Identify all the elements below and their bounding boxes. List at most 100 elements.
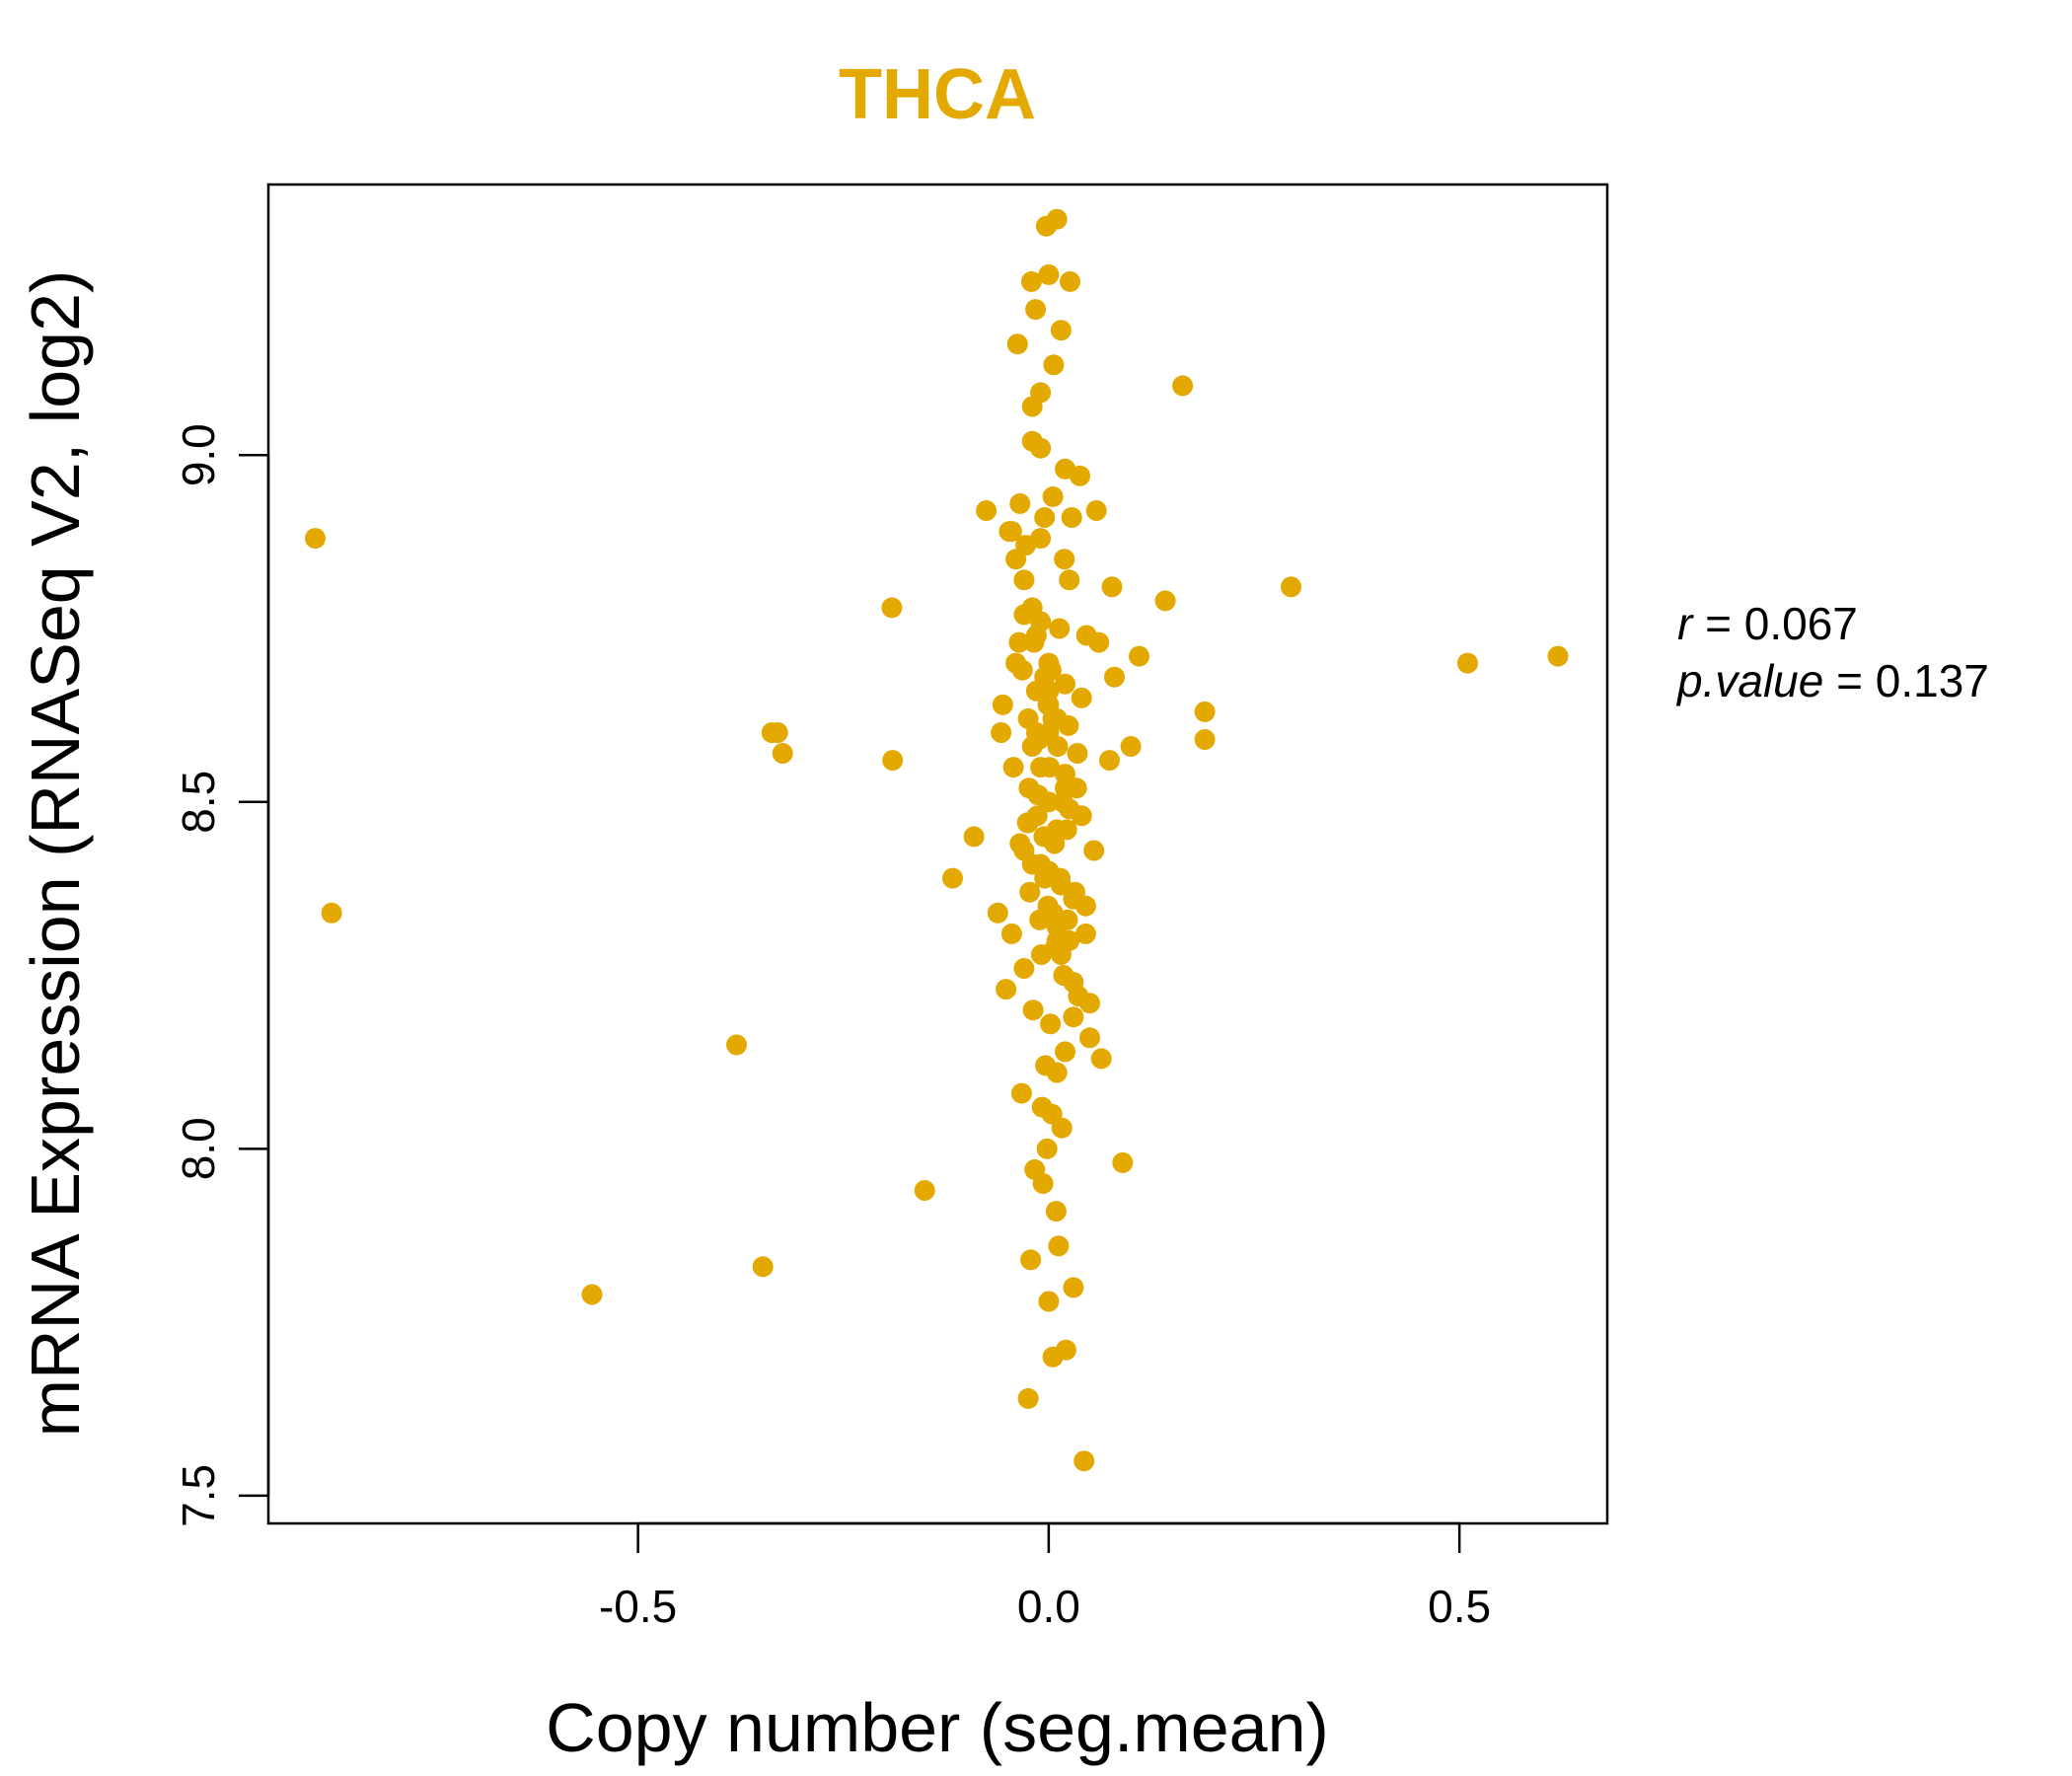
data-point (1055, 1041, 1075, 1063)
data-point (1172, 375, 1194, 397)
data-point (1060, 270, 1080, 292)
data-point (1104, 666, 1125, 688)
data-point (1030, 528, 1052, 550)
data-point (1083, 840, 1105, 861)
y-axis: 7.5 8.0 8.5 9.0 (173, 423, 270, 1527)
data-point (1049, 618, 1071, 639)
data-point (1046, 819, 1068, 841)
data-point (1059, 798, 1080, 820)
data-point (1019, 881, 1041, 903)
data-point (1045, 1201, 1067, 1222)
data-point (1020, 1249, 1042, 1271)
data-point (1055, 673, 1075, 695)
data-point (305, 528, 326, 550)
data-point (1055, 764, 1075, 785)
data-point (1054, 549, 1075, 570)
data-points (305, 208, 1569, 1472)
data-point (992, 694, 1013, 715)
r-stat: r = 0.067 (1677, 598, 1858, 649)
data-point (1017, 812, 1039, 834)
data-point (1194, 729, 1216, 750)
data-point (1025, 299, 1047, 321)
data-point (914, 1180, 935, 1201)
data-point (1059, 569, 1080, 591)
data-point (1046, 1062, 1068, 1083)
y-tick-label: 7.5 (173, 1464, 224, 1527)
x-tick-label: 0.5 (1428, 1581, 1491, 1632)
data-point (1055, 1339, 1076, 1361)
data-point (1038, 694, 1060, 715)
data-point (1009, 833, 1031, 854)
data-point (1120, 736, 1142, 757)
y-tick-label: 8.0 (173, 1117, 224, 1180)
data-point (767, 722, 788, 743)
data-point (1006, 333, 1028, 355)
x-axis: -0.5 0.0 0.5 (599, 1521, 1491, 1632)
x-tick-label: -0.5 (599, 1581, 677, 1632)
chart-title: THCA (839, 55, 1036, 134)
data-point (1021, 396, 1043, 417)
data-point (1038, 791, 1060, 813)
data-point (1061, 507, 1082, 528)
data-point (1038, 860, 1060, 882)
data-point (1063, 972, 1084, 994)
data-point (1090, 1048, 1112, 1070)
data-point (1036, 1138, 1058, 1159)
p-stat: p.value = 0.137 (1675, 655, 1989, 706)
data-point (1101, 576, 1123, 598)
data-point (1030, 757, 1052, 778)
data-point (1025, 625, 1047, 646)
data-point (1013, 958, 1035, 979)
data-point (1050, 874, 1072, 896)
data-point (772, 743, 793, 764)
data-point (1048, 1235, 1070, 1257)
data-point (1042, 902, 1064, 924)
data-point (1009, 492, 1031, 514)
data-point (1074, 923, 1096, 944)
data-point (1040, 1013, 1062, 1035)
data-point (1013, 569, 1035, 591)
data-point (1000, 521, 1022, 543)
data-point (1034, 507, 1056, 528)
data-point (1038, 263, 1060, 285)
data-point (1154, 590, 1176, 612)
data-point (882, 750, 904, 772)
data-point (1032, 1173, 1054, 1194)
data-point (1063, 1277, 1084, 1298)
data-point (1067, 743, 1088, 764)
x-axis-label: Copy number (seg.mean) (546, 1689, 1329, 1766)
data-point (1281, 576, 1301, 598)
data-point (1013, 604, 1035, 626)
data-point (1058, 714, 1079, 736)
r-value: 0.067 (1744, 598, 1858, 649)
data-point (976, 500, 998, 521)
data-point (1194, 701, 1216, 722)
data-point (726, 1034, 747, 1056)
data-point (942, 867, 963, 889)
data-point (1079, 993, 1100, 1014)
data-point (996, 979, 1017, 1000)
data-point (1074, 895, 1096, 917)
data-point (1025, 722, 1047, 743)
y-axis-label: mRNA Expression (RNASeq V2, log2) (17, 270, 94, 1438)
data-point (1042, 485, 1064, 507)
data-point (991, 722, 1012, 743)
data-point (881, 597, 903, 619)
data-point (1017, 1387, 1039, 1409)
correlation-stats: r = 0.067 p.value = 0.137 (1675, 598, 1989, 706)
data-point (1457, 652, 1478, 674)
data-point (321, 902, 342, 924)
plot-frame (266, 183, 1609, 1525)
data-point (1059, 929, 1080, 951)
data-point (1088, 631, 1110, 653)
y-tick-label: 9.0 (173, 423, 224, 486)
data-point (1071, 687, 1092, 708)
data-point (752, 1256, 774, 1278)
data-point (1050, 320, 1072, 341)
data-point (1051, 1117, 1073, 1139)
data-point (1038, 652, 1060, 674)
data-point (1005, 652, 1027, 674)
data-point (1000, 923, 1022, 944)
data-point (1063, 1006, 1084, 1028)
